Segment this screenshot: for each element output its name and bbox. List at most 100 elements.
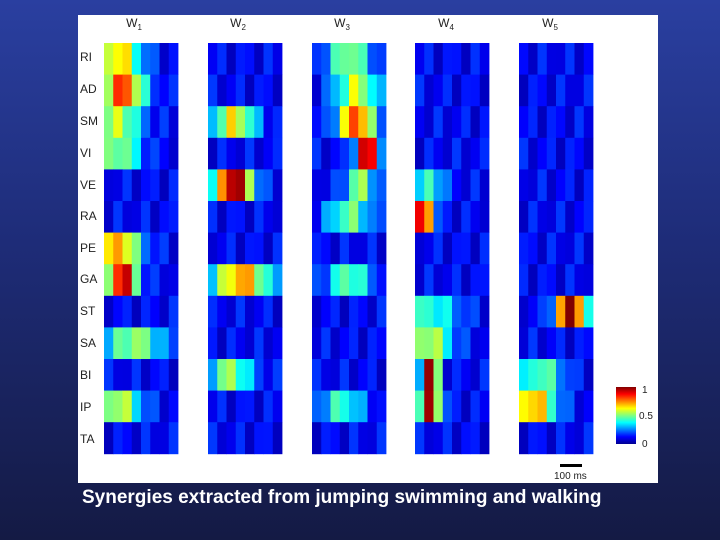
heatmap-cell [254,137,264,170]
heatmap-cell [424,359,434,391]
heatmap-cell [141,264,151,297]
heatmap-cell [415,169,425,202]
heatmap-cell [131,201,142,233]
heatmap-cell [452,137,462,170]
heatmap-cell [339,169,350,202]
heatmap-cell [272,74,283,107]
heatmap-cell [415,232,425,265]
heatmap-cell [528,232,538,265]
heatmap-cell [339,422,350,455]
heatmap-cell [433,169,444,202]
heatmap-cell [245,295,255,328]
heatmap-cell [330,390,341,423]
heatmap-cell [104,327,114,360]
heatmap-cell [226,169,237,202]
heatmap-cell [245,359,255,391]
heatmap-cell [574,422,585,455]
heatmap-cell [565,359,575,391]
heatmap-cell [583,390,594,423]
heatmap-cell [122,43,133,75]
heatmap-cell [349,74,359,107]
heatmap-cell [565,169,575,202]
heatmap-cell [442,295,453,328]
heatmap-cell [461,422,471,455]
heatmap-cell [528,201,538,233]
heatmap-cell [208,74,218,107]
heatmap-cell [226,201,237,233]
figure-panel: W1 W2 W3 W4 W5 RI AD SM VI VE RA PE GA S… [78,15,658,483]
heatmap-cell [272,169,283,202]
heatmap-cell [433,74,444,107]
synergy-panel-5 [519,43,594,455]
heatmap-cell [546,74,557,107]
heatmap-cell [479,264,490,297]
heatmap-cell [461,295,471,328]
heatmap-cell [479,327,490,360]
heatmap-cell [122,137,133,170]
heatmap-cell [312,295,322,328]
heatmap-cell [141,137,151,170]
heatmap-cell [537,327,548,360]
heatmap-cell [208,390,218,423]
heatmap-cell [254,232,264,265]
heatmap-cell [479,295,490,328]
heatmap-cell [272,422,283,455]
heatmap-cell [528,390,538,423]
heatmap-cell [367,137,378,170]
heatmap-cell [424,137,434,170]
heatmap-cell [528,137,538,170]
heatmap-cell [150,295,160,328]
heatmap-cell [263,422,274,455]
synergy-panel-1 [104,43,179,455]
heatmap-cell [452,232,462,265]
heatmap-cell [583,295,594,328]
heatmap-cell [168,74,179,107]
heatmap-cell [424,201,434,233]
heatmap-cell [470,390,481,423]
heatmap-cell [442,264,453,297]
heatmap-cell [358,74,368,107]
heatmap-cell [122,295,133,328]
heatmap-cell [376,295,387,328]
heatmap-cell [546,264,557,297]
heatmap-cell [528,106,538,139]
heatmap-cell [583,264,594,297]
heatmap-cell [330,295,341,328]
heatmap-cell [272,295,283,328]
heatmap-cell [217,106,227,139]
heatmap-cell [321,422,331,455]
heatmap-cell [168,390,179,423]
heatmap-cell [217,295,227,328]
heatmap-cell [104,232,114,265]
heatmap-cell [452,169,462,202]
heatmap-cell [424,422,434,455]
heatmap-cell [358,106,368,139]
heatmap-cell [104,169,114,202]
heatmap-cell [104,74,114,107]
heatmap-cell [528,74,538,107]
heatmap-cell [556,106,566,139]
heatmap-cell [461,137,471,170]
heatmap-cell [479,232,490,265]
heatmap-cell [113,264,123,297]
colorbar [616,387,636,444]
heatmap-cell [565,74,575,107]
heatmap-cell [583,327,594,360]
heatmap-cell [556,295,566,328]
heatmap-cell [442,106,453,139]
heatmap-cell [358,264,368,297]
heatmap-cell [583,74,594,107]
row-label-sa: SA [80,336,96,350]
heatmap-cell [263,74,274,107]
heatmap-cell [546,327,557,360]
heatmap-cell [424,106,434,139]
heatmap-cell [424,169,434,202]
heatmap-cell [367,327,378,360]
heatmap-cell [470,201,481,233]
heatmap-cell [254,169,264,202]
heatmap-cell [141,295,151,328]
heatmap-cell [159,74,170,107]
heatmap-cell [376,264,387,297]
heatmap-cell [367,422,378,455]
heatmap-cell [565,232,575,265]
